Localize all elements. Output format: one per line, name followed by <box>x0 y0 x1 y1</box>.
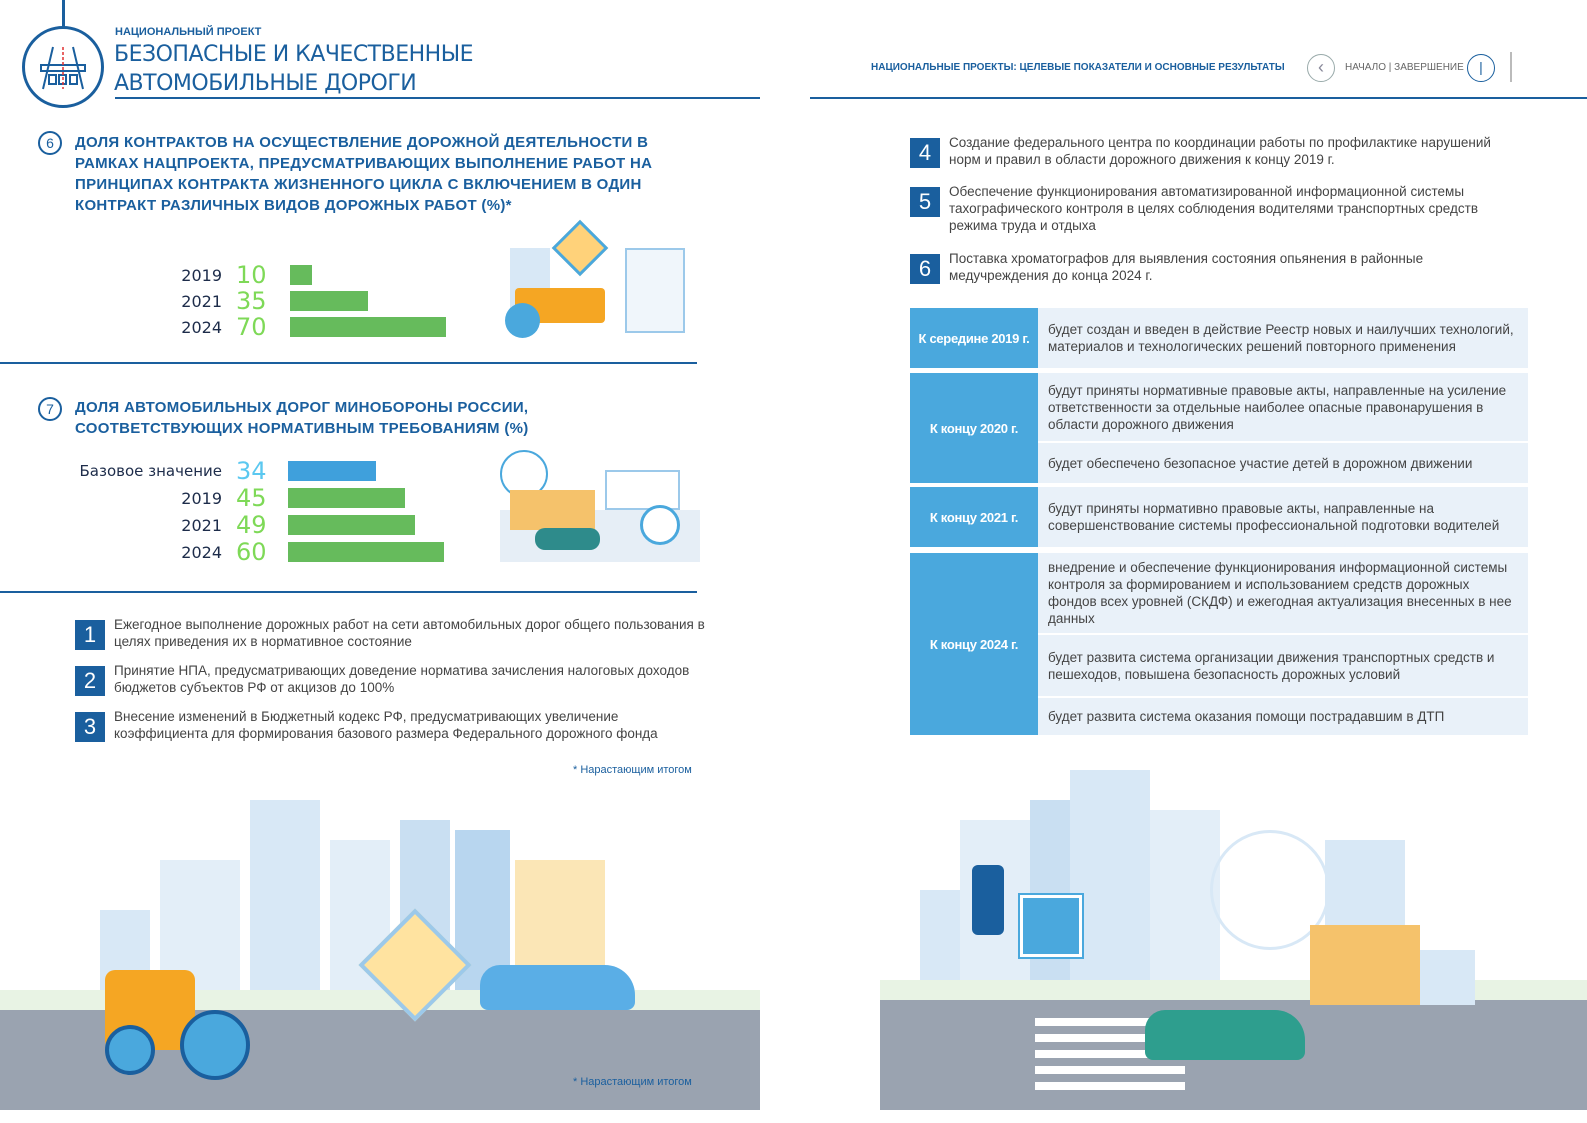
bar <box>288 515 416 535</box>
item-text: Внесение изменений в Бюджетный кодекс РФ… <box>114 709 658 741</box>
item-text: Ежегодное выполнение дорожных работ на с… <box>114 617 705 649</box>
timeline-period: К середине 2019 г. <box>910 308 1038 368</box>
bar-category-label: 2021 <box>181 515 222 535</box>
bar-value-label: 34 <box>236 457 267 485</box>
project-title: БЕЗОПАСНЫЕ И КАЧЕСТВЕННЫЕ АВТОМОБИЛЬНЫЕ Д… <box>114 40 474 98</box>
item-number: 5 <box>910 187 940 217</box>
footnote-bottom: * Нарастающим итогом <box>573 1076 692 1088</box>
bar-row: 2019 45 <box>40 484 460 512</box>
city-road-illustration-left <box>0 780 760 1110</box>
timeline-items: внедрение и обеспечение функционирования… <box>1038 553 1528 735</box>
bar-value-label: 60 <box>236 538 267 566</box>
section-number-badge: 6 <box>38 131 62 155</box>
bar <box>288 461 377 481</box>
bar-category-label: 2024 <box>181 317 222 337</box>
bar <box>290 265 313 285</box>
section-divider <box>0 591 697 593</box>
title-line: АВТОМОБИЛЬНЫЕ ДОРОГИ <box>114 71 417 96</box>
bar-category-label: Базовое значение <box>79 462 223 480</box>
header-vertical-line <box>62 0 65 28</box>
bar-row: 2024 60 <box>40 538 460 566</box>
road-works-illustration <box>500 219 700 338</box>
timeline-row: К середине 2019 г. будет создан и введен … <box>910 308 1528 368</box>
item-text: Принятие НПА, предусматривающих доведени… <box>114 663 690 695</box>
title-line: БЕЗОПАСНЫЕ И КАЧЕСТВЕННЫЕ <box>114 42 474 67</box>
item-number: 4 <box>910 138 940 168</box>
bar-category-label: 2019 <box>181 488 222 508</box>
bar-row: 2019 10 <box>40 261 460 289</box>
header-tick <box>1510 52 1512 82</box>
item-number: 1 <box>75 620 105 650</box>
timeline-item: будут приняты нормативные правовые акты,… <box>1048 382 1507 432</box>
project-label: НАЦИОНАЛЬНЫЙ ПРОЕКТ <box>115 26 262 38</box>
section-divider <box>0 362 697 364</box>
section-7-title: ДОЛЯ АВТОМОБИЛЬНЫХ ДОРОГ МИНОБОРОНЫ РОСС… <box>75 399 529 437</box>
bar-row: Базовое значение 34 <box>40 457 460 485</box>
timeline-row: К концу 2020 г. будут приняты нормативные… <box>910 373 1528 483</box>
timeline-row: К концу 2024 г. внедрение и обеспечение ф… <box>910 553 1528 735</box>
item-text: Поставка хроматографов для выявления сос… <box>949 251 1424 283</box>
bar <box>290 317 446 337</box>
timeline-items: будут приняты нормативно правовые акты, … <box>1038 487 1528 547</box>
defense-roads-illustration <box>500 450 700 562</box>
bar-value-label: 45 <box>236 484 267 512</box>
right-header-divider <box>810 97 1587 99</box>
footnote: * Нарастающим итогом <box>573 764 692 776</box>
bar-category-label: 2021 <box>181 291 222 311</box>
timeline-item: будет развита система оказания помощи по… <box>1038 696 1528 735</box>
header-divider <box>115 97 760 99</box>
bar-value-label: 49 <box>236 511 267 539</box>
timeline-item: будут приняты нормативно правовые акты, … <box>1048 501 1500 533</box>
end-button[interactable]: | <box>1467 54 1495 82</box>
bar-category-label: 2019 <box>181 265 222 285</box>
city-road-illustration-right <box>880 760 1587 1110</box>
bar-value-label: 70 <box>236 313 267 341</box>
item-number: 2 <box>75 666 105 696</box>
timeline-items: будет создан и введен в действие Реестр … <box>1038 308 1528 368</box>
timeline-period: К концу 2024 г. <box>910 553 1038 735</box>
bar <box>290 291 368 311</box>
timeline-item: будет развита система организации движен… <box>1038 633 1528 696</box>
bar-value-label: 10 <box>236 261 267 289</box>
timeline-row: К концу 2021 г. будут приняты нормативно … <box>910 487 1528 547</box>
timeline-items: будут приняты нормативные правовые акты,… <box>1038 373 1528 483</box>
item-text: Создание федерального центра по координа… <box>949 135 1491 167</box>
timeline-period: К концу 2021 г. <box>910 487 1038 547</box>
item-text: Обеспечение функционирования автоматизир… <box>949 184 1479 233</box>
timeline-item: будет создан и введен в действие Реестр … <box>1048 322 1514 354</box>
back-button[interactable]: ‹ <box>1307 54 1335 82</box>
timeline-item: внедрение и обеспечение функционирования… <box>1048 560 1512 626</box>
bar-category-label: 2024 <box>181 542 222 562</box>
nav-label[interactable]: НАЧАЛО | ЗАВЕРШЕНИЕ <box>1345 62 1464 73</box>
section-number-badge: 7 <box>38 397 62 421</box>
bar-row: 2024 70 <box>40 313 460 341</box>
section-6-title: ДОЛЯ КОНТРАКТОВ НА ОСУЩЕСТВЛЕНИЕ ДОРОЖНО… <box>75 134 653 214</box>
item-number: 3 <box>75 712 105 742</box>
right-header-title: НАЦИОНАЛЬНЫЕ ПРОЕКТЫ: ЦЕЛЕВЫЕ ПОКАЗАТЕЛИ… <box>871 62 1285 73</box>
item-number: 6 <box>910 254 940 284</box>
bar-value-label: 35 <box>236 287 267 315</box>
timeline-period: К концу 2020 г. <box>910 373 1038 483</box>
bar <box>288 542 444 562</box>
bar <box>288 488 405 508</box>
bar-row: 2021 49 <box>40 511 460 539</box>
bar-row: 2021 35 <box>40 287 460 315</box>
timeline-item: будет обеспечено безопасное участие дете… <box>1038 441 1528 483</box>
road-logo-icon <box>22 26 104 108</box>
